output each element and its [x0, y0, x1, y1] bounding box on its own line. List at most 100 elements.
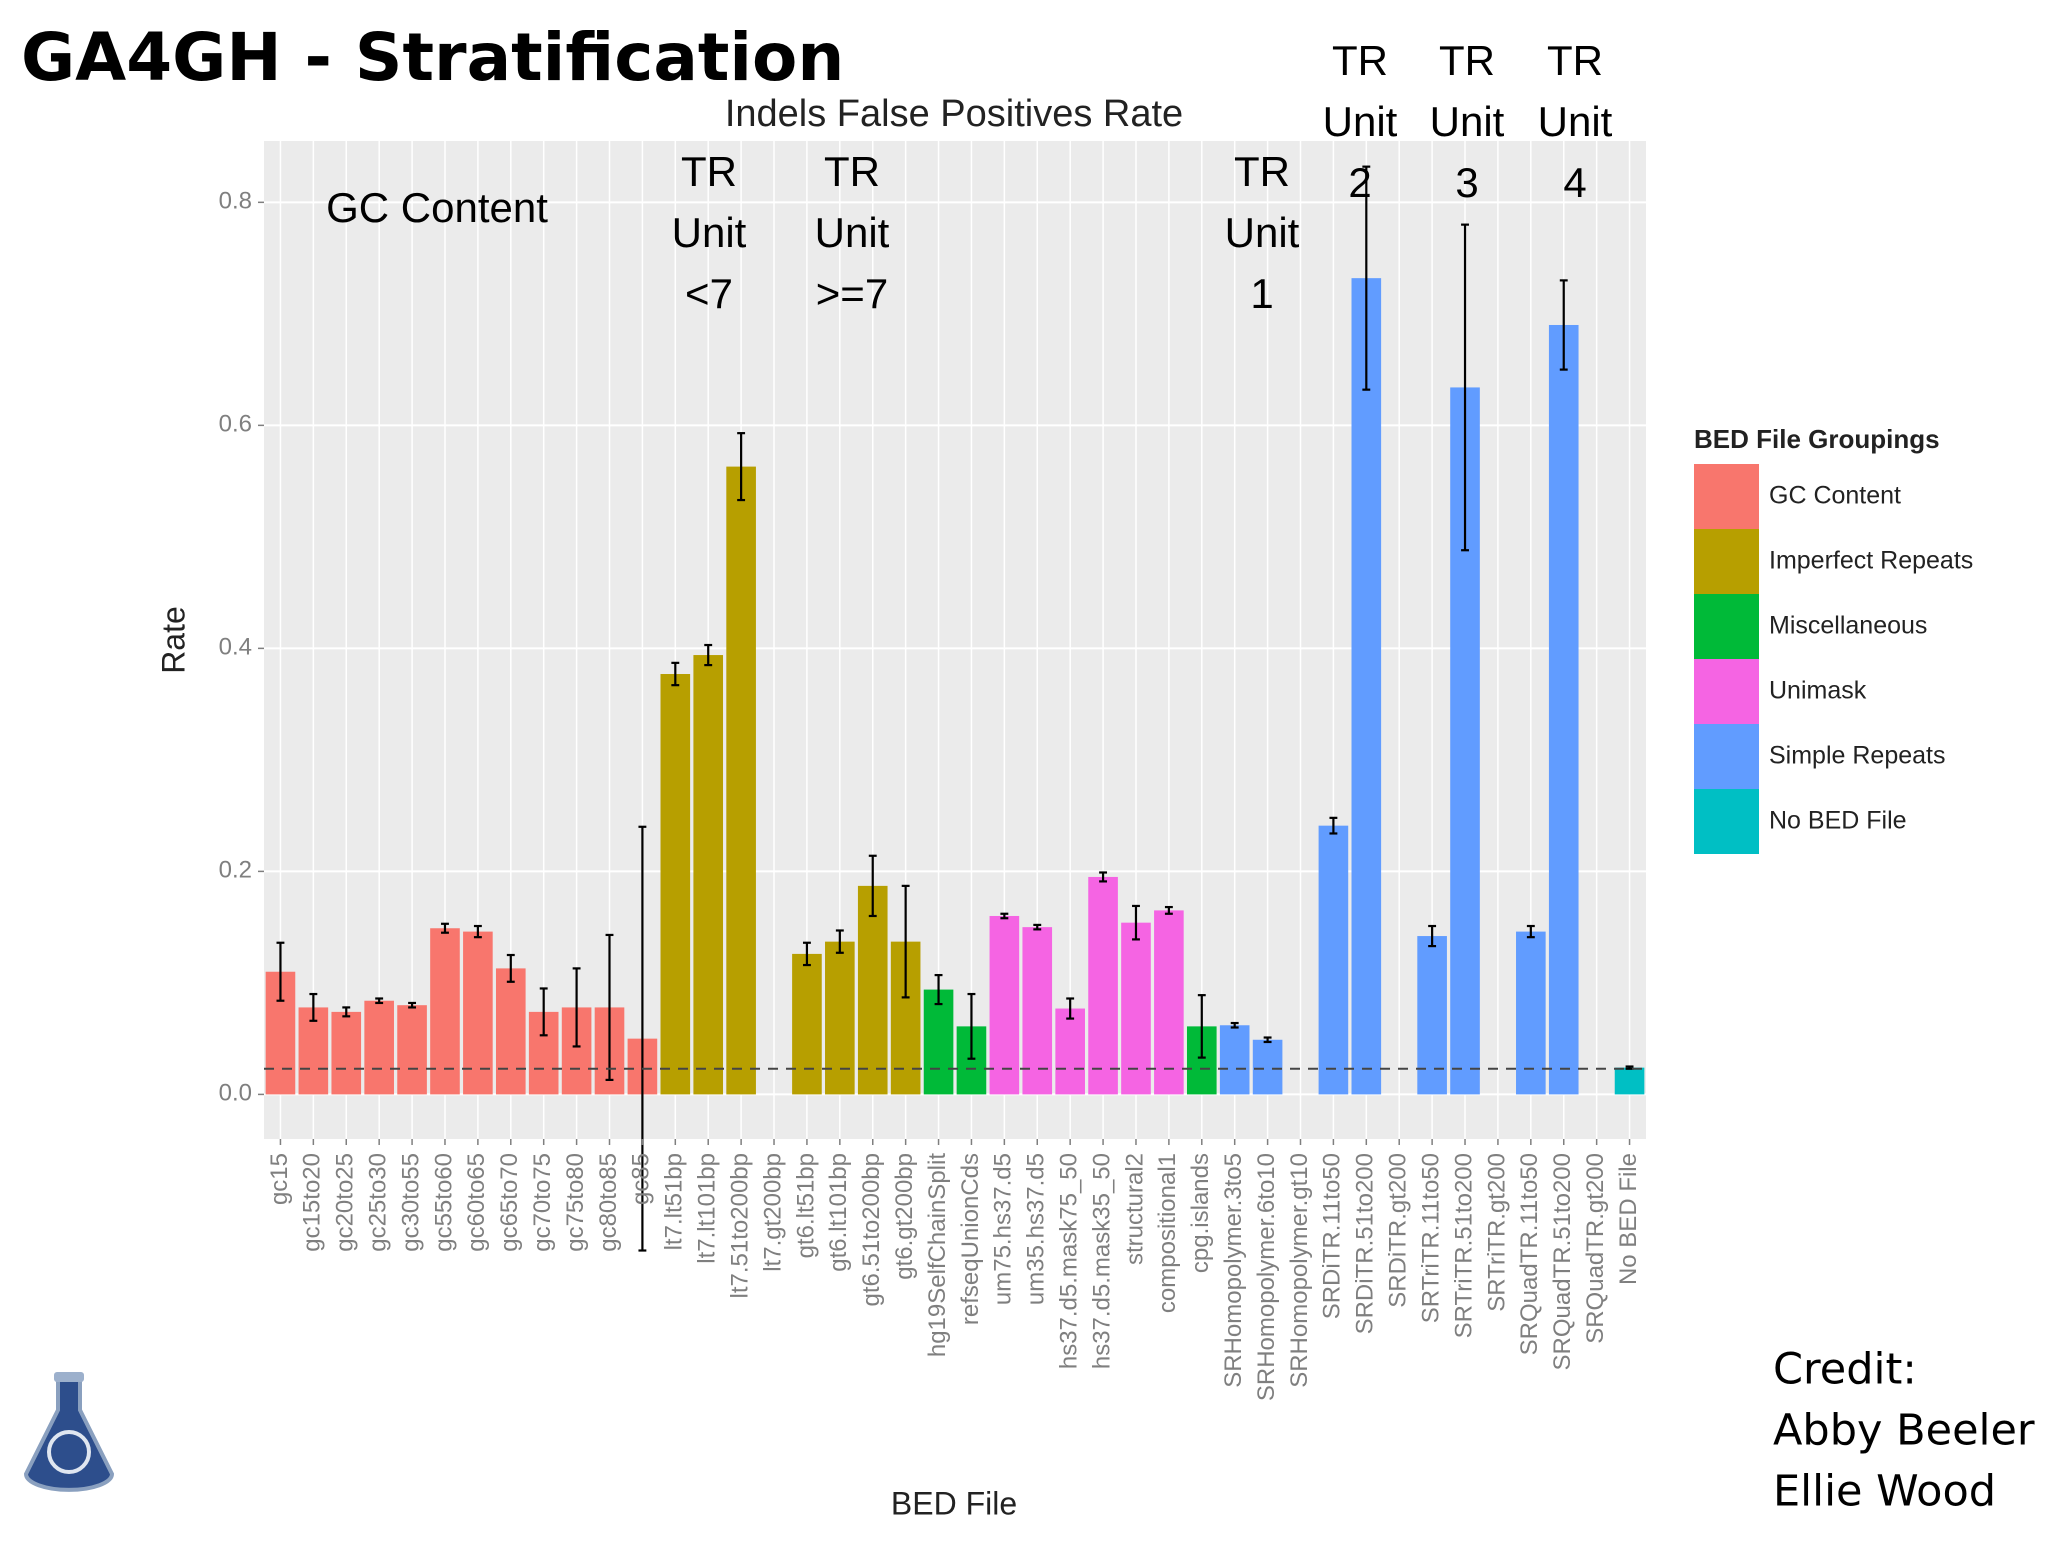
x-tick-label: gc30to55 — [397, 1153, 424, 1252]
legend-swatch — [1694, 529, 1759, 594]
y-tick-label: 0.8 — [219, 188, 252, 215]
x-tick-label: gc55to60 — [430, 1153, 457, 1252]
x-tick-label: SRTriTR.gt200 — [1483, 1153, 1510, 1312]
bar — [660, 674, 691, 1095]
x-tick-label: gc15 — [266, 1153, 293, 1205]
error-bar — [1033, 923, 1042, 931]
bar — [1088, 876, 1118, 1095]
x-tick-label: SRQuadTR.51to200 — [1549, 1153, 1576, 1370]
credit-line: Abby Beeler — [1773, 1406, 2035, 1456]
bar — [989, 915, 1020, 1095]
x-tick-label: gc75to80 — [562, 1153, 589, 1252]
bar — [298, 1007, 329, 1095]
bar — [430, 928, 460, 1095]
annotation: Unit — [1430, 98, 1505, 145]
bar — [331, 1011, 362, 1095]
bar — [1055, 1008, 1085, 1095]
error-bar — [671, 661, 680, 687]
error-bar — [605, 933, 614, 1082]
credit-line: Credit: — [1773, 1345, 1917, 1395]
error-bar — [868, 854, 877, 918]
legend-swatch — [1694, 659, 1759, 724]
x-tick-label: SRDiTR.gt200 — [1385, 1153, 1412, 1308]
bar — [1548, 324, 1579, 1095]
logo — [23, 1372, 115, 1492]
annotation: 4 — [1563, 159, 1586, 206]
error-bar — [1428, 924, 1437, 948]
x-tick-label: SRTriTR.11to50 — [1417, 1153, 1444, 1323]
x-tick-label: refseqUnionCds — [957, 1153, 984, 1325]
bar — [1022, 927, 1053, 1095]
x-tick-label: No BED File — [1615, 1153, 1642, 1285]
x-tick-label: gc15to20 — [299, 1153, 326, 1252]
annotation: 3 — [1455, 159, 1478, 206]
error-bar — [309, 992, 318, 1022]
error-bar — [1263, 1036, 1272, 1044]
x-tick-label: lt7.gt200bp — [759, 1153, 786, 1272]
bar — [1417, 936, 1447, 1095]
error-bar — [934, 973, 943, 1006]
x-tick-label: gt6.gt200bp — [891, 1153, 918, 1280]
annotation: TR — [1332, 37, 1388, 84]
error-bar — [506, 953, 515, 983]
error-bar — [1099, 871, 1108, 883]
error-bar — [901, 884, 910, 999]
x-tick-label: um35.hs37.d5 — [1023, 1153, 1050, 1305]
legend-label: Simple Repeats — [1769, 742, 1945, 770]
x-tick-label: SRHomopolymer.3to5 — [1220, 1153, 1247, 1388]
x-tick-label: SRQuadTR.11to50 — [1516, 1153, 1543, 1355]
error-bar — [1526, 924, 1535, 939]
y-tick-label: 0.4 — [219, 634, 252, 661]
x-tick-label: SRQuadTR.gt200 — [1582, 1153, 1609, 1344]
error-bar — [1197, 994, 1206, 1059]
x-tick-label: hg19SelfChainSplit — [924, 1153, 951, 1357]
annotation: TR — [1439, 37, 1495, 84]
bar — [397, 1005, 427, 1095]
x-tick-label: hs37.d5.mask35_50 — [1088, 1153, 1115, 1369]
bar — [693, 655, 724, 1095]
error-bar — [408, 1001, 417, 1009]
annotation: Unit — [672, 209, 747, 256]
x-tick-label: SRTriTR.51to200 — [1450, 1153, 1477, 1338]
error-bar — [1230, 1021, 1239, 1029]
plot-panel — [264, 141, 1646, 1139]
error-bar — [1362, 165, 1371, 391]
legend-swatch — [1694, 789, 1759, 854]
bar — [792, 953, 822, 1095]
x-tick-label: hs37.d5.mask75_50 — [1056, 1153, 1083, 1369]
bar — [1614, 1067, 1645, 1095]
error-bar — [737, 432, 746, 502]
annotation: Unit — [1538, 98, 1613, 145]
bar — [1516, 931, 1546, 1095]
bar — [923, 989, 954, 1095]
bar — [364, 1000, 394, 1095]
bar — [857, 885, 888, 1095]
x-tick-label: lt7.lt51bp — [661, 1153, 688, 1250]
bar — [463, 931, 493, 1095]
legend-label: No BED File — [1769, 807, 1907, 835]
error-bar — [1164, 905, 1173, 915]
error-bar — [638, 825, 647, 1252]
chart-title: Indels False Positives Rate — [725, 93, 1183, 135]
annotation: TR — [824, 148, 880, 195]
x-tick-label: gc20to25 — [332, 1153, 359, 1252]
slide-title: GA4GH - Stratification — [21, 19, 844, 96]
error-bar — [1132, 904, 1140, 941]
legend-label: Unimask — [1769, 677, 1867, 705]
x-tick-label: gc25to30 — [365, 1153, 392, 1252]
x-tick-label: gc85 — [628, 1153, 655, 1205]
error-bar — [1559, 279, 1568, 371]
legend-swatch — [1694, 594, 1759, 659]
legend-label: Miscellaneous — [1769, 612, 1927, 640]
x-tick-label: gt6.lt51bp — [792, 1153, 819, 1258]
error-bar — [1066, 997, 1075, 1020]
bar — [726, 466, 756, 1095]
x-tick-label: structural2 — [1121, 1153, 1148, 1265]
error-bar — [441, 922, 449, 934]
bar — [1318, 825, 1349, 1095]
error-bar — [276, 941, 285, 1002]
x-tick-label: gc80to85 — [595, 1153, 622, 1252]
legend-swatch — [1694, 464, 1759, 529]
